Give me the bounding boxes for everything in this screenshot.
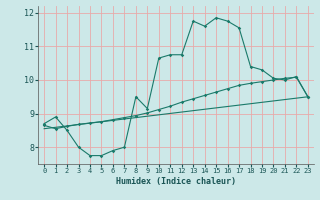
X-axis label: Humidex (Indice chaleur): Humidex (Indice chaleur) [116,177,236,186]
